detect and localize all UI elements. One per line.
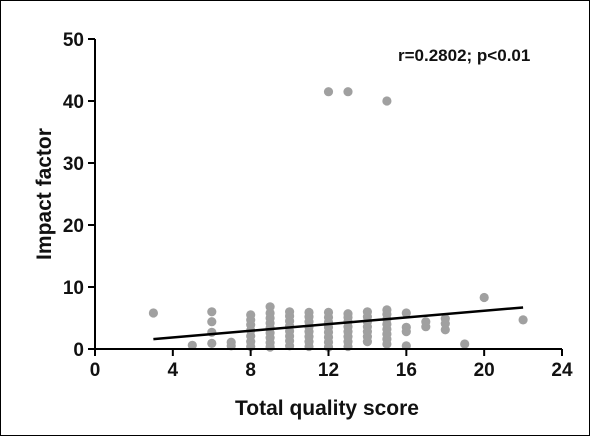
data-point [226, 337, 236, 347]
data-point [323, 307, 334, 317]
y-tick-label: 40 [63, 92, 84, 113]
data-point [518, 315, 528, 325]
data-point [343, 87, 353, 97]
data-point [382, 96, 392, 106]
x-tick-label: 16 [396, 360, 417, 381]
x-tick-label: 12 [318, 360, 339, 381]
x-axis-title: Total quality score [235, 397, 419, 420]
data-point [148, 308, 158, 318]
data-point [304, 307, 314, 317]
x-tick-label: 8 [245, 360, 256, 381]
data-point [362, 307, 372, 317]
y-axis-title: Impact factor [33, 128, 56, 260]
x-tick-label: 4 [168, 360, 179, 381]
data-point [440, 314, 450, 324]
y-tick-label: 20 [63, 216, 84, 237]
data-point [479, 292, 489, 303]
data-point [421, 317, 431, 327]
data-point [265, 302, 275, 312]
data-point [343, 309, 353, 319]
data-point [285, 307, 295, 317]
y-tick-label: 0 [73, 340, 84, 361]
data-point [207, 307, 217, 317]
y-tick-label: 50 [63, 30, 84, 51]
data-point [246, 310, 256, 320]
y-tick-label: 30 [63, 154, 84, 175]
data-point [382, 305, 392, 315]
regression-line [153, 306, 524, 341]
x-tick-label: 0 [90, 360, 101, 381]
data-point [207, 317, 217, 327]
y-tick-label: 10 [63, 278, 84, 299]
x-tick-label: 24 [551, 360, 573, 381]
data-point [207, 338, 217, 348]
data-point [323, 87, 334, 97]
data-point [460, 339, 470, 349]
tick-labels: 0 4 8 12 16 20 24 0 10 20 30 40 50 [63, 30, 573, 381]
regression-line-layer [153, 306, 524, 341]
data-point [187, 340, 197, 350]
x-tick-label: 20 [474, 360, 495, 381]
data-point [401, 308, 411, 318]
data-point [401, 322, 411, 332]
correlation-annotation: r=0.2802; p<0.01 [398, 46, 530, 65]
axes [88, 38, 563, 356]
